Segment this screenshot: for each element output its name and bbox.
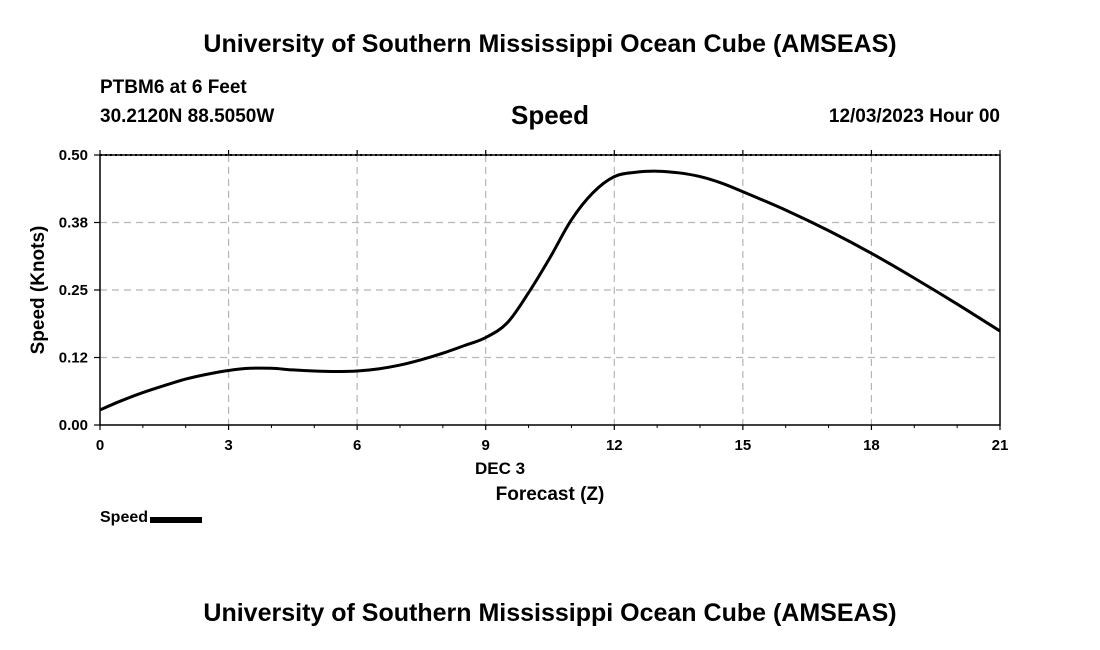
y-tick-label: 0.38 [59,215,88,232]
x-tick-label: 9 [482,437,490,454]
page-title: University of Southern Mississippi Ocean… [203,30,897,58]
legend-line-swatch [150,516,203,523]
y-tick-label: 0.25 [59,282,88,299]
x-tick-label: 0 [96,437,104,454]
footer-title: University of Southern Mississippi Ocean… [203,599,897,627]
x-tick-label: 15 [735,437,752,454]
plot-frame [99,154,1001,426]
grid-lines [100,154,1000,425]
x-tick-label: 6 [353,437,361,454]
y-tick-label: 0.00 [59,417,88,434]
axis-ticks [94,150,1001,430]
y-tick-label: 0.12 [59,350,88,367]
station-label: PTBM6 at 6 Feet [100,77,247,98]
x-axis-label: Forecast (Z) [496,484,605,505]
coordinates-label: 30.2120N 88.5050W [100,106,275,127]
legend-label: Speed [100,509,149,526]
series-layer [99,169,1001,412]
x-tick-label: 3 [224,437,232,454]
y-tick-label: 0.50 [59,147,88,164]
x-tick-label: 21 [992,437,1009,454]
forecast-date: 12/03/2023 Hour 00 [828,106,1000,127]
legend: Speed [100,509,203,527]
y-tick-labels: 0.00 0.12 0.25 0.38 0.50 [59,147,88,434]
x-tick-labels: 0 3 6 9 12 15 18 21 [96,437,1009,454]
x-tick-label: 12 [606,437,623,454]
speed-series-line [99,169,1001,412]
chart-title: Speed [510,100,590,130]
x-tick-label: 18 [863,437,880,454]
x-axis-sublabel: DEC 3 [475,459,525,478]
y-axis-label: Speed (Knots) [28,226,49,355]
